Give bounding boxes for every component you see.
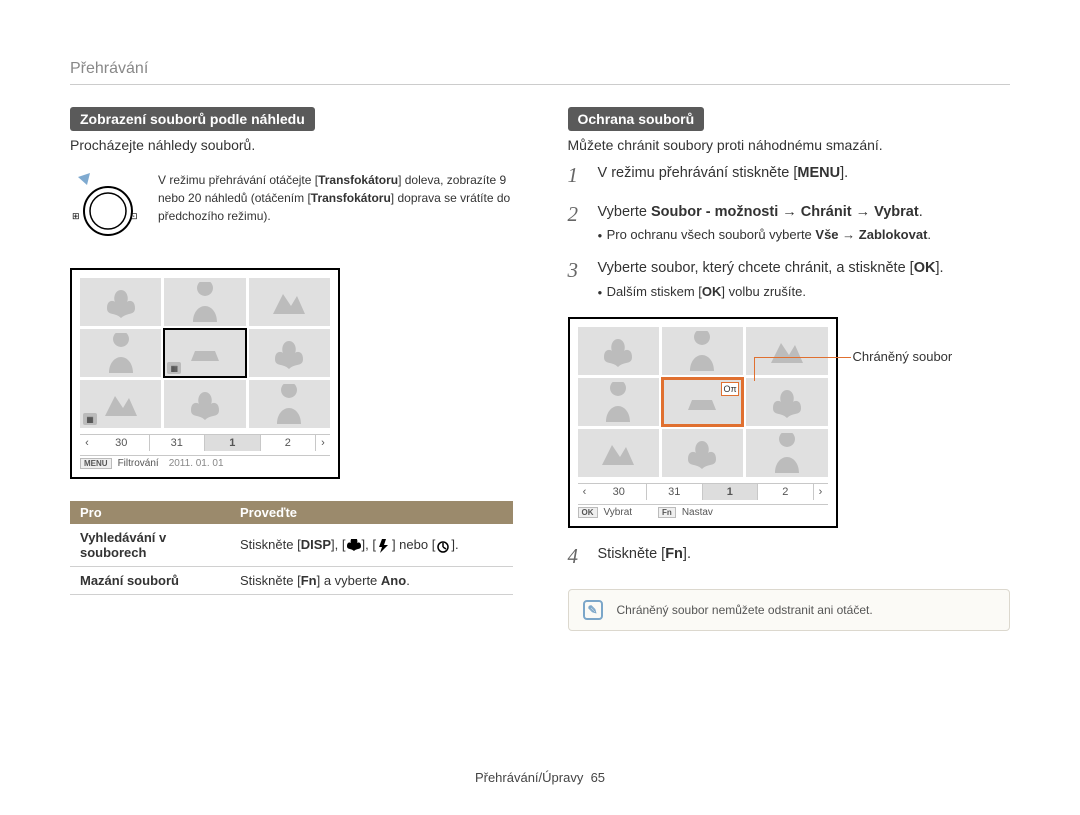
action-table: Pro Proveďte Vyhledávání v souborech Sti…: [70, 501, 513, 595]
thumb-protected: Oπ: [662, 378, 743, 426]
left-column: Zobrazení souborů podle náhledu Procháze…: [70, 107, 513, 631]
table-cell: Stiskněte [Fn] a vyberte Ano.: [230, 567, 513, 595]
thumb: [249, 278, 330, 326]
thumbnail-grid-left: ▦ ▦ ‹ 30 31 1 2 › MENU Filtrování: [70, 268, 340, 479]
thumb: [578, 378, 659, 426]
lock-icon: Oπ: [721, 382, 739, 396]
right-column: Ochrana souborů Můžete chránit soubory p…: [568, 107, 1011, 631]
right-subhead: Můžete chránit soubory proti náhodnému s…: [568, 137, 1011, 153]
thumb: [662, 429, 743, 477]
table-header: Proveďte: [230, 501, 513, 524]
step-body: V režimu přehrávání stiskněte [MENU].: [598, 163, 849, 183]
svg-text:⊡: ⊡: [130, 211, 138, 221]
step-number: 3: [568, 258, 586, 283]
thumb: [662, 327, 743, 375]
thumb: ▦: [80, 380, 161, 428]
thumb: [164, 278, 245, 326]
step-body: Stiskněte [Fn].: [598, 544, 691, 564]
thumb: [249, 380, 330, 428]
step-body: Vyberte Soubor - možnosti → Chránit → Vy…: [598, 202, 932, 244]
thumb: [578, 327, 659, 375]
dial-text: V režimu přehrávání otáčejte [Transfokát…: [158, 171, 513, 225]
macro-icon: [346, 539, 362, 553]
svg-text:⊞: ⊞: [72, 211, 80, 221]
thumb: [249, 329, 330, 377]
step-number: 2: [568, 202, 586, 227]
note-icon: ✎: [583, 600, 603, 620]
annotation-label: Chráněný soubor: [853, 349, 953, 364]
table-header: Pro: [70, 501, 230, 524]
timer-icon: [435, 539, 451, 553]
table-cell: Stiskněte [DISP], [], [] nebo [].: [230, 524, 513, 567]
movie-badge-icon: ▦: [167, 362, 181, 374]
page-footer: Přehrávání/Úpravy 65: [0, 770, 1080, 785]
right-heading: Ochrana souborů: [568, 107, 705, 131]
zoom-dial-icon: ⊞ ⊡: [70, 171, 140, 254]
step-number: 4: [568, 544, 586, 569]
table-cell: Mazání souborů: [70, 567, 230, 595]
left-subhead: Procházejte náhledy souborů.: [70, 137, 513, 153]
step-body: Vyberte soubor, který chcete chránit, a …: [598, 258, 944, 300]
left-heading: Zobrazení souborů podle náhledu: [70, 107, 315, 131]
note-box: ✎ Chráněný soubor nemůžete odstranit ani…: [568, 589, 1011, 631]
note-text: Chráněný soubor nemůžete odstranit ani o…: [617, 603, 873, 617]
movie-badge-icon: ▦: [83, 413, 97, 425]
thumb-selected: ▦: [164, 329, 245, 377]
flash-icon: [376, 539, 392, 553]
grid-footer: MENU Filtrování 2011. 01. 01: [80, 455, 330, 469]
grid-footer: OK Vybrat Fn Nastav: [578, 504, 828, 518]
thumbnail-grid-right: Oπ ‹ 30 31 1 2 › OK: [568, 317, 838, 528]
thumb: [746, 378, 827, 426]
annotation-line: [773, 357, 851, 358]
thumb: [80, 278, 161, 326]
annotation-line: [754, 357, 774, 381]
table-cell: Vyhledávání v souborech: [70, 524, 230, 567]
step-number: 1: [568, 163, 586, 188]
date-row: ‹ 30 31 1 2 ›: [578, 483, 828, 500]
thumb: [164, 380, 245, 428]
thumb: [578, 429, 659, 477]
thumb: [80, 329, 161, 377]
thumb: [746, 429, 827, 477]
date-row: ‹ 30 31 1 2 ›: [80, 434, 330, 451]
breadcrumb: Přehrávání: [70, 60, 1010, 85]
